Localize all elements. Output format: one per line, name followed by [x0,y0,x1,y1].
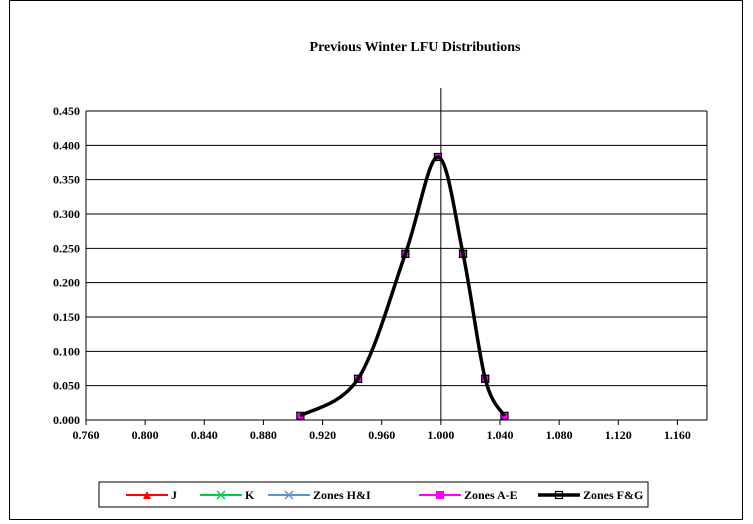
y-tick-label: 0.150 [53,310,80,324]
x-tick-label: 0.880 [250,428,277,442]
chart-title: Previous Winter LFU Distributions [310,40,521,55]
x-tick-label: 0.760 [73,428,100,442]
legend-marker-zones-f-g [554,490,564,500]
data-point-zones-f-g [458,249,468,258]
data-point-zones-f-g [353,374,363,383]
x-tick-label: 0.840 [191,428,218,442]
x-tick-label: 1.080 [546,428,573,442]
x-tick-label: 1.000 [427,428,454,442]
series-zones-h-i [295,152,509,421]
data-point-zones-f-g [500,411,509,420]
series-line-k [299,156,506,417]
x-tick-label: 0.920 [309,428,336,442]
y-tick-label: 0.050 [53,379,80,393]
gridlines [86,110,707,387]
y-tick-label: 0.350 [53,173,80,187]
series-line-zones-f-g [299,155,506,418]
legend-label-zones-a-e: Zones A-E [464,488,518,502]
legend-label-zones-f-g: Zones F&G [583,488,643,502]
legend-marker-j [143,491,151,499]
legend-label-j: J [171,488,177,502]
y-tick-label: 0.200 [53,276,80,290]
legend-marker-k-stroke [216,490,226,500]
chart-frame [9,0,743,520]
series-layer [295,152,509,421]
data-point-zones-f-g [433,152,442,162]
series-zones-a-e [296,153,509,420]
series-zones-f-g [296,152,509,420]
x-tick-label: 1.160 [664,428,691,442]
series-line-zones-h-i [299,156,506,417]
y-tick-labels: 0.000 0.050 0.100 0.150 0.200 0.250 0.300 0.350… [53,104,80,427]
series-j [296,153,509,420]
legend-marker-zones-h-i [284,490,294,500]
series-k [295,152,509,421]
x-tick-label: 0.800 [132,428,159,442]
axes [85,88,708,425]
series-line-j [299,156,506,417]
x-tick-label: 0.960 [368,428,395,442]
legend: J K Zones H&I Zones A-E Zones F&G [98,481,649,508]
legend-label-k: K [245,488,255,502]
y-tick-label: 0.300 [53,207,80,221]
series-line-zones-a-e [299,156,506,417]
y-tick-label: 0.250 [53,241,80,255]
x-tick-labels: 0.760 0.800 0.840 0.880 0.920 0.960 1.000 1.040… [73,428,691,442]
legend-marker-zones-a-e [436,491,444,499]
legend-marker-k [216,490,226,500]
x-tick-label: 1.040 [487,428,514,442]
y-tick-label: 0.000 [53,413,80,427]
data-point-zones-f-g [401,249,410,258]
y-tick-label: 0.400 [53,138,80,152]
x-tick-label: 1.120 [605,428,632,442]
y-tick-label: 0.100 [53,344,80,358]
y-tick-label: 0.450 [53,104,80,118]
data-point-zones-f-g [296,411,305,420]
legend-label-zones-h-i: Zones H&I [313,488,371,502]
legend-marker-zones-h-i-stroke [284,490,294,500]
data-point-zones-f-g [481,374,490,383]
